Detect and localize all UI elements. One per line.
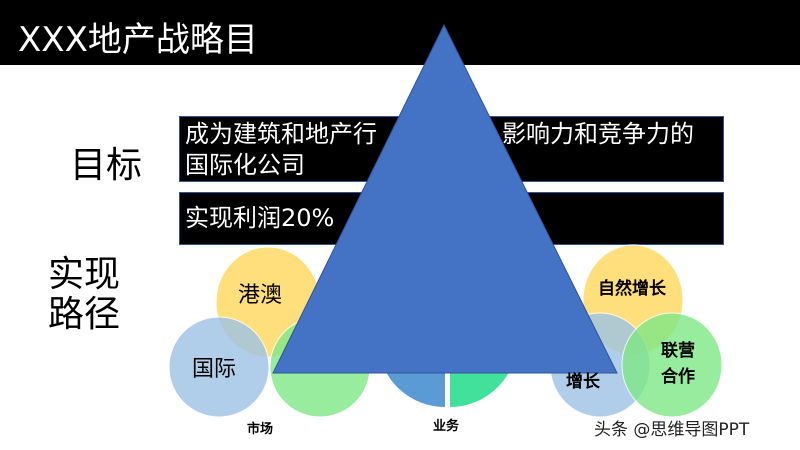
label-natural-growth: 自然增长: [598, 279, 666, 299]
label-international: 国际: [192, 357, 237, 382]
label-joint: 联营合作: [661, 341, 695, 387]
watermark: 头条 @思维导图PPT: [594, 420, 750, 440]
page-title: XXX地产战略目: [18, 20, 258, 60]
title-bar: [0, 0, 800, 65]
market-label: 市场: [247, 422, 274, 437]
profit-text: 实现利润20%: [185, 204, 335, 232]
path-label-line1: 实现: [48, 254, 121, 295]
goal-label: 目标: [70, 145, 143, 186]
goal-text-line2: 国际化公司: [185, 151, 305, 179]
circle-joint: [621, 312, 723, 418]
goal-text-right: 影响力和竞争力的: [502, 120, 694, 148]
label-hk-macau: 港澳: [238, 283, 283, 308]
label-growth: 增长: [566, 372, 600, 392]
business-label: 业务: [433, 419, 460, 434]
circle-international: [168, 316, 270, 418]
goal-text-left: 成为建筑和地产行: [185, 120, 377, 148]
path-label-line2: 路径: [48, 294, 121, 335]
triangle-shape[interactable]: [272, 23, 618, 374]
